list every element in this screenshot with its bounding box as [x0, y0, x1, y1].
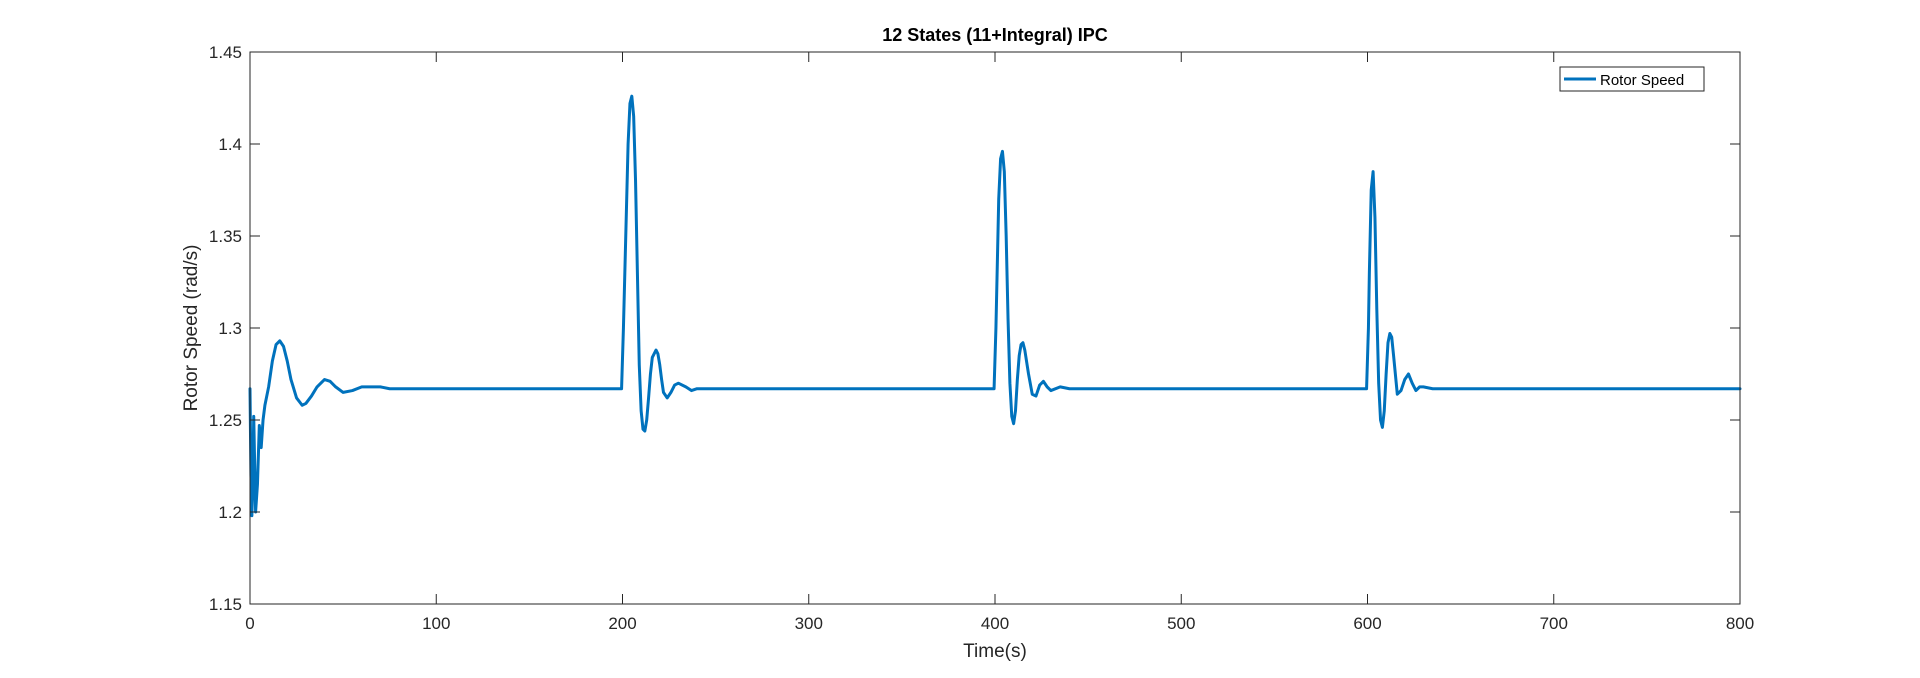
x-tick-label: 200	[608, 614, 636, 633]
x-tick-label: 100	[422, 614, 450, 633]
y-tick-label: 1.3	[218, 319, 242, 338]
y-tick-label: 1.4	[218, 135, 242, 154]
y-tick-label: 1.45	[209, 43, 242, 62]
y-axis: 1.15 1.2 1.25 1.3 1.35 1.4 1.45	[209, 43, 1740, 614]
legend-label-rotor-speed: Rotor Speed	[1600, 72, 1684, 89]
y-axis-label: Rotor Speed (rad/s)	[181, 245, 202, 412]
chart-title: 12 States (11+Integral) IPC	[882, 25, 1108, 45]
x-tick-label: 400	[981, 614, 1009, 633]
x-axis-label: Time(s)	[963, 641, 1027, 662]
x-tick-label: 0	[245, 614, 254, 633]
legend: Rotor Speed	[1559, 66, 1705, 92]
y-tick-label: 1.25	[209, 411, 242, 430]
x-tick-label: 500	[1167, 614, 1195, 633]
series-layer	[248, 94, 1742, 518]
x-tick-label: 600	[1353, 614, 1381, 633]
series-line-rotor-speed	[248, 94, 1742, 518]
x-tick-label: 800	[1726, 614, 1754, 633]
x-tick-label: 700	[1540, 614, 1568, 633]
x-axis: 0 100 200 300 400 500 600 700 800	[245, 52, 1754, 633]
y-tick-label: 1.15	[209, 595, 242, 614]
x-tick-label: 300	[795, 614, 823, 633]
y-tick-label: 1.2	[218, 503, 242, 522]
y-tick-label: 1.35	[209, 227, 242, 246]
